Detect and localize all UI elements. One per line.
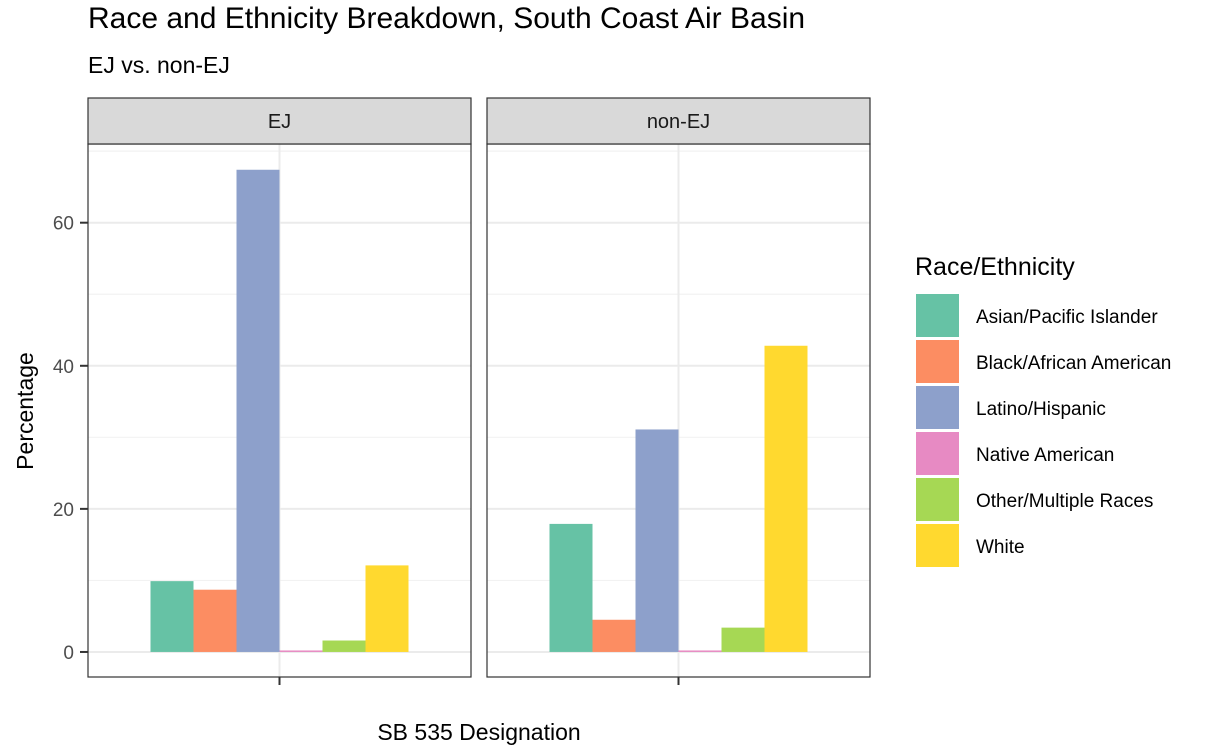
legend-label-native-american: Native American	[976, 445, 1114, 466]
legend-label-black-african-american: Black/African American	[976, 353, 1171, 374]
bar-asian-pacific-islander-non-ej	[549, 523, 593, 652]
legend-key-black-african-american	[916, 340, 959, 383]
legend: Race/Ethnicity Asian/Pacific Islander Blac…	[915, 253, 1171, 567]
strip-background	[87, 97, 472, 145]
bar-asian-pacific-islander-ej	[150, 581, 194, 652]
bar-black-african-american-ej	[193, 589, 237, 652]
strip-label-non-ej: non-EJ	[647, 111, 710, 133]
bar-native-american-non-ej	[678, 650, 722, 652]
y-tick-label: 60	[53, 214, 74, 235]
chart-subtitle: EJ vs. non-EJ	[88, 52, 230, 78]
legend-key-latino-hispanic	[916, 386, 959, 429]
y-axis: 0 20 40 60	[53, 214, 88, 664]
strip-label-ej: EJ	[268, 111, 291, 133]
legend-label-latino-hispanic: Latino/Hispanic	[976, 399, 1106, 420]
bar-white-non-ej	[764, 345, 808, 652]
legend-key-other-multiple-races	[916, 478, 959, 521]
bar-native-american-ej	[279, 650, 323, 652]
legend-label-asian-pacific-islander: Asian/Pacific Islander	[976, 307, 1158, 328]
y-axis-title: Percentage	[12, 352, 38, 470]
legend-label-other-multiple-races: Other/Multiple Races	[976, 491, 1153, 512]
legend-key-native-american	[916, 432, 959, 475]
bar-other-multiple-races-ej	[322, 640, 366, 652]
y-tick-label: 0	[63, 643, 74, 664]
panel-ej: EJ	[87, 97, 472, 685]
bar-latino-hispanic-non-ej	[635, 429, 679, 652]
legend-label-white: White	[976, 537, 1025, 558]
legend-key-asian-pacific-islander	[916, 294, 959, 337]
legend-key-white	[916, 524, 959, 567]
bar-latino-hispanic-ej	[236, 169, 280, 652]
bar-other-multiple-races-non-ej	[721, 627, 765, 652]
bar-black-african-american-non-ej	[592, 619, 636, 652]
chart-title: Race and Ethnicity Breakdown, South Coas…	[88, 2, 806, 35]
y-tick-label: 40	[53, 357, 74, 378]
legend-title: Race/Ethnicity	[915, 253, 1075, 281]
strip-background	[486, 97, 871, 145]
panels: EJ non-EJ	[87, 97, 871, 685]
panel-non-ej: non-EJ	[486, 97, 871, 685]
y-tick-label: 20	[53, 500, 74, 521]
x-axis-title: SB 535 Designation	[377, 719, 580, 745]
bar-white-ej	[365, 565, 409, 652]
